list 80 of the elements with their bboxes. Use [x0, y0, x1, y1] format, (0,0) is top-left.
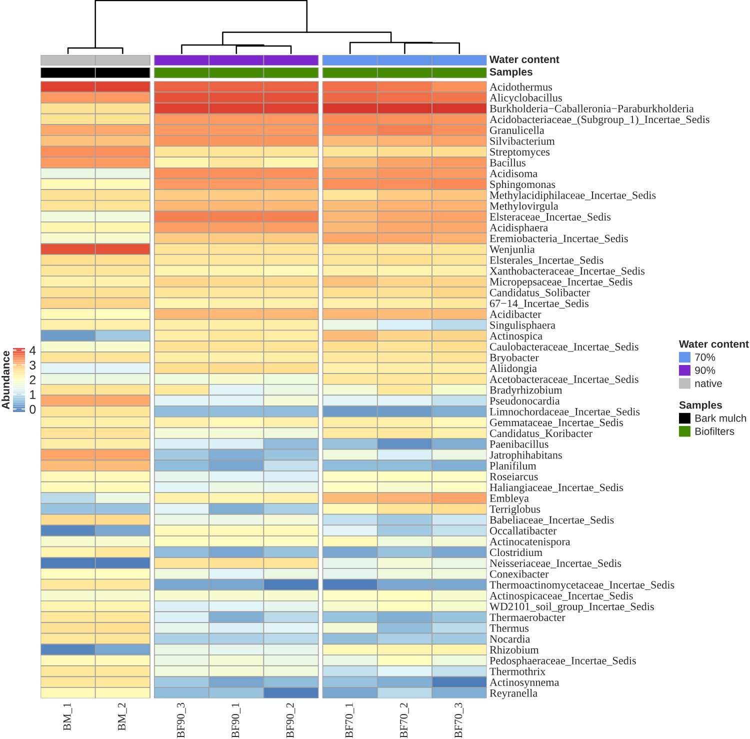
y-tick-label: Aliidongia	[490, 364, 537, 374]
text: Samples	[679, 401, 722, 411]
y-tick-label: Elsteraceae_Incertae_Sedis	[490, 212, 611, 222]
y-tick-label: Sphingomonas	[490, 180, 556, 190]
y-tick-label: Thermoactinomycetaceae_Incertae_Sedis	[490, 580, 674, 591]
y-tick-label: Streptomyces	[490, 148, 550, 158]
y-tick-label: Thermothrix	[490, 667, 546, 676]
y-tick-label: Rhizobium	[490, 646, 539, 654]
y-tick-label: Acidothermus	[490, 82, 552, 91]
y-tick-label: Alicyclobacillus	[490, 94, 562, 104]
y-tick-label: Acidobacteriaceae_(Subgroup_1)_Incertae_Sedis	[490, 115, 710, 126]
y-tick-label: Eremiobacteria_Incertae_Sedis	[490, 234, 628, 244]
y-tick-label: Methylacidiphilaceae_Incertae_Sedis	[490, 191, 656, 202]
y-tick-label: Actinospicaceae_Incertae_Sedis	[490, 592, 633, 602]
y-tick-label: Actinospica	[490, 332, 542, 342]
color-bar-label: 4	[29, 346, 36, 355]
color-bar-label: 2	[30, 375, 36, 384]
y-tick-label: Singulisphaera	[490, 321, 556, 332]
y-tick-label: Elsterales_Incertae_Sedis	[490, 256, 604, 266]
y-tick-label: Bryobacter	[490, 353, 539, 364]
y-tick-label: Acidisoma	[490, 169, 538, 178]
legend-label: 70%	[695, 354, 716, 361]
y-tick-label: Jatrophihabitans	[490, 450, 562, 461]
y-tick-label: Acetobacteraceae_Incertae_Sedis	[490, 375, 638, 384]
chart-title: Water content	[489, 56, 560, 64]
chart-title: Samples	[490, 68, 532, 78]
y-tick-label: Planifilum	[490, 462, 536, 470]
y-tick-label: Thermus	[490, 624, 529, 632]
y-tick-label: Pedosphaeraceae_Incertae_Sedis	[490, 656, 636, 667]
legend-label: 90%	[695, 366, 716, 374]
color-bar-label: 0	[30, 404, 36, 414]
y-tick-label: WD2101_soil_group_Incertae_Sedis	[489, 602, 654, 613]
legend-label: Bark mulch	[695, 414, 746, 422]
y-tick-label: Nocardia	[490, 634, 530, 643]
y-tick-label: Babeliaceae_Incertae_Sedis	[490, 516, 614, 525]
x-tick-label: BF70_1	[345, 703, 354, 738]
y-tick-label: Candidatus_Koribacter	[490, 429, 592, 438]
legend-label: Biofilters	[695, 427, 734, 435]
x-tick-label: BM_2	[118, 703, 127, 731]
y-tick-label: Paenibacillus	[490, 440, 548, 448]
text: Water content	[679, 340, 749, 348]
y-tick-label: Gemmataceae_Incertae_Sedis	[490, 418, 623, 428]
color-bar-title: Abundance	[2, 350, 10, 410]
y-tick-label: Conexibacter	[490, 570, 549, 578]
y-tick-label: Burkholderia−Caballeronia−Paraburkholderia	[490, 104, 694, 112]
y-tick-label: Caulobacteraceae_Incertae_Sedis	[490, 342, 638, 352]
y-tick-label: Methylovirgula	[490, 202, 558, 212]
y-tick-label: Embleya	[490, 494, 529, 504]
y-tick-label: 67−14_Incertae_Sedis	[490, 299, 589, 308]
y-tick-label: Haliangiaceae_Incertae_Sedis	[490, 483, 623, 494]
y-tick-label: Micropepsaceae_Incertae_Sedis	[490, 278, 632, 288]
y-tick-label: Bacillus	[490, 158, 526, 166]
y-tick-label: Actinocatenispora	[490, 538, 570, 548]
y-tick-label: Terriglobus	[490, 505, 540, 516]
y-tick-label: Roseiarcus	[490, 472, 538, 480]
color-bar-label: 3	[30, 360, 36, 370]
y-tick-label: Thermaerobacter	[490, 613, 566, 622]
y-tick-label: Acidibacter	[490, 310, 542, 318]
x-tick-label: BF90_3	[177, 702, 186, 738]
y-tick-label: Actinosynnema	[490, 678, 560, 688]
y-tick-label: Bradyrhizobium	[490, 386, 562, 396]
y-tick-label: Candidatus_Solibacter	[490, 288, 590, 298]
y-tick-label: Silvibacterium	[490, 136, 555, 145]
x-tick-label: BF90_2	[286, 703, 296, 738]
y-tick-label: Xanthobacteraceae_Incertae_Sedis	[490, 266, 645, 276]
x-tick-label: BM_1	[63, 703, 72, 731]
y-tick-label: Acidisphaera	[490, 224, 548, 234]
x-tick-label: BF70_2	[400, 703, 409, 738]
y-tick-label: Wenjunlia	[489, 245, 535, 256]
x-tick-label: BF90_1	[232, 703, 240, 738]
y-tick-label: Clostridium	[490, 548, 542, 556]
x-tick-label: BF70_3	[454, 702, 464, 738]
y-tick-label: Occallatibacter	[490, 526, 557, 534]
y-tick-label: Pseudonocardia	[490, 396, 560, 405]
y-tick-label: Limnochordaceae_Incertae_Sedis	[490, 408, 640, 417]
y-tick-label: Reyranella	[490, 689, 538, 700]
color-bar-label: 1	[30, 390, 36, 399]
legend-label: native	[695, 379, 722, 388]
y-tick-label: Granulicella	[490, 126, 544, 134]
y-tick-label: Neisseriaceae_Incertae_Sedis	[490, 559, 622, 568]
